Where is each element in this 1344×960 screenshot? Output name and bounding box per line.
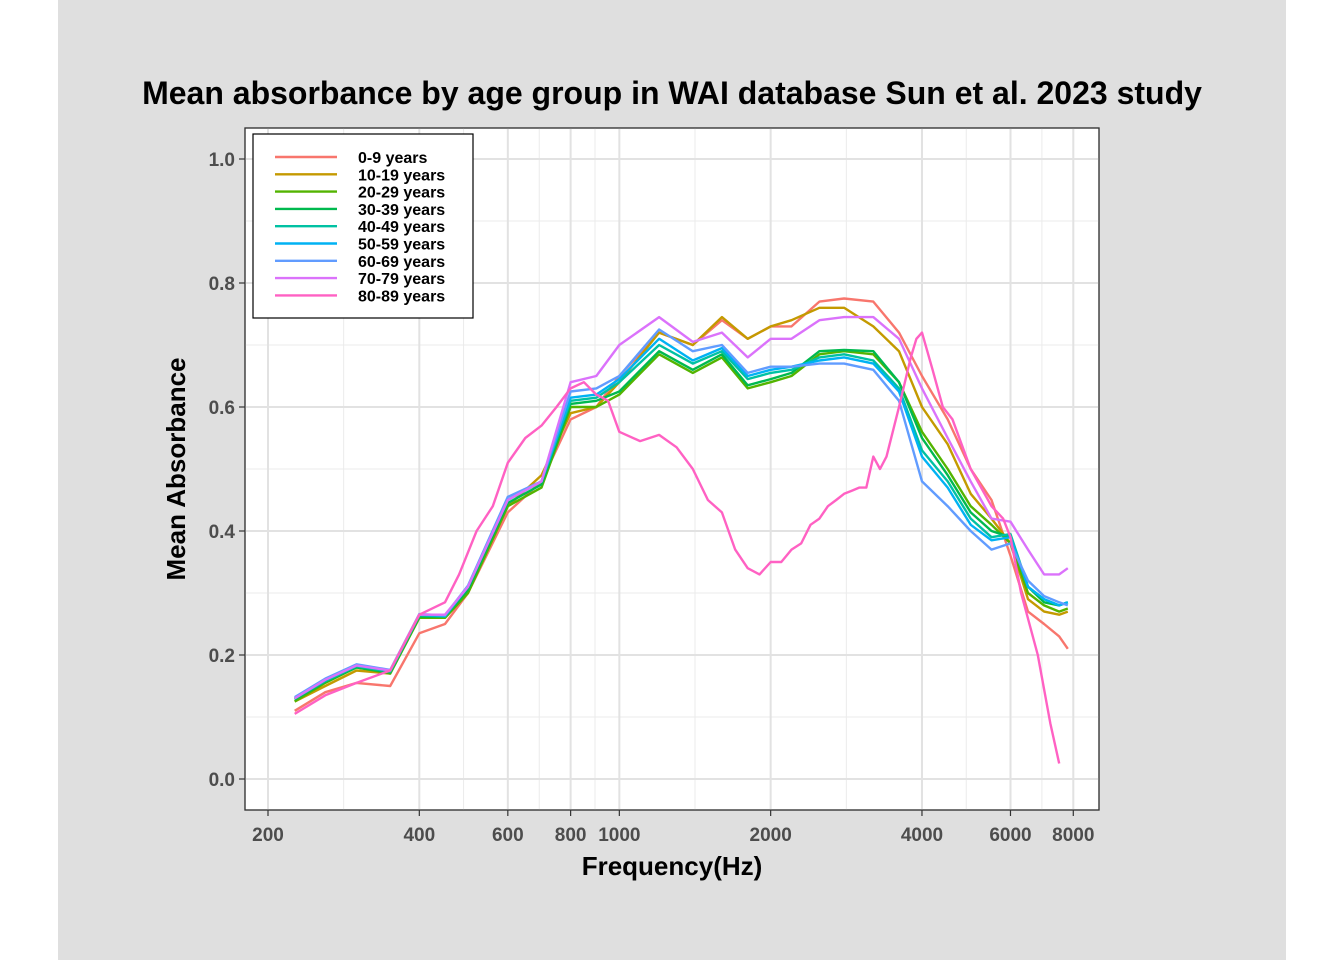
series-lines	[294, 297, 1069, 764]
chart-title: Mean absorbance by age group in WAI data…	[142, 75, 1202, 111]
legend-label-6: 60-69 years	[358, 254, 445, 271]
x-tick-label: 1000	[598, 825, 640, 846]
legend-label-2: 20-29 years	[358, 185, 445, 202]
x-axis-ticks: 200 400 600 800 1000 2000 4000 6000 8000	[252, 810, 1094, 846]
absorbance-line-chart: Mean absorbance by age group in WAI data…	[142, 75, 1202, 881]
legend-label-3: 30-39 years	[358, 202, 445, 219]
y-tick-label: 0.2	[209, 646, 235, 667]
x-tick-label: 800	[555, 825, 587, 846]
x-tick-label: 600	[492, 825, 524, 846]
legend-label-5: 50-59 years	[358, 237, 445, 254]
y-axis-ticks: 0.0 0.2 0.4 0.6 0.8 1.0	[209, 150, 245, 791]
legend-label-0: 0-9 years	[358, 150, 427, 167]
y-tick-label: 0.0	[209, 770, 235, 791]
plot-background-panel: Mean absorbance by age group in WAI data…	[58, 0, 1286, 960]
x-tick-label: 2000	[750, 825, 792, 846]
x-tick-label: 8000	[1052, 825, 1094, 846]
y-tick-label: 0.6	[209, 398, 235, 419]
legend-label-7: 70-79 years	[358, 271, 445, 288]
y-tick-label: 0.4	[209, 522, 236, 543]
legend-label-8: 80-89 years	[358, 288, 445, 305]
x-tick-label: 6000	[989, 825, 1031, 846]
y-tick-label: 1.0	[209, 150, 235, 171]
x-tick-label: 4000	[901, 825, 943, 846]
x-tick-label: 400	[403, 825, 435, 846]
legend-label-4: 40-49 years	[358, 219, 445, 236]
series-line-7	[294, 315, 1069, 700]
x-tick-label: 200	[252, 825, 284, 846]
series-line-8	[294, 331, 1061, 764]
y-tick-label: 0.8	[209, 274, 235, 295]
legend-label-1: 10-19 years	[358, 167, 445, 184]
plot-border	[244, 127, 1100, 811]
x-axis-title: Frequency(Hz)	[582, 851, 763, 881]
y-axis-title: Mean Absorbance	[161, 358, 191, 581]
